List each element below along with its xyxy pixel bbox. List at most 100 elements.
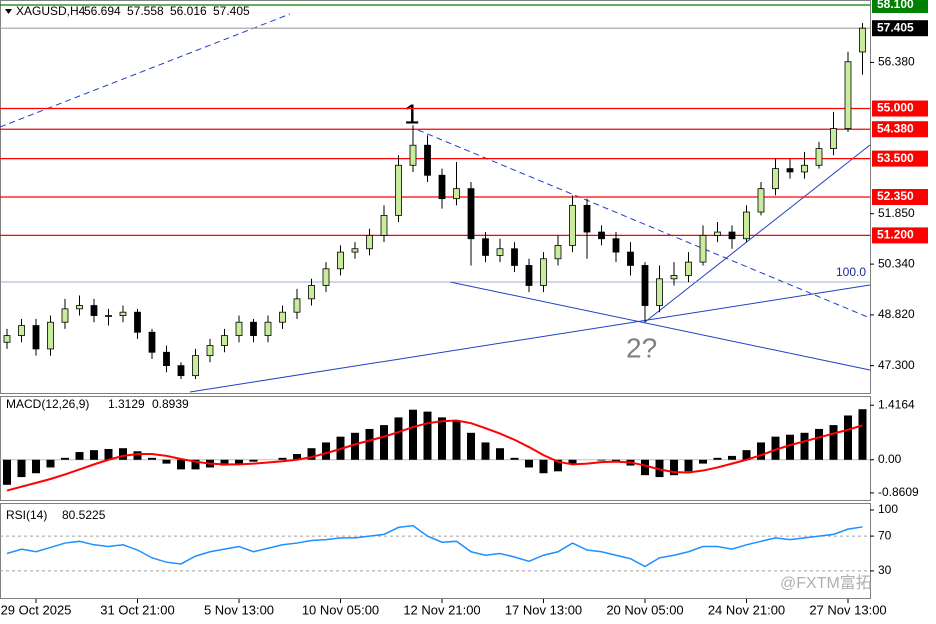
macd-bar xyxy=(597,459,606,461)
candle-body xyxy=(743,211,750,240)
y-tick-label: 47.300 xyxy=(878,358,915,372)
macd-bar xyxy=(119,448,127,460)
level-label: 53.500 xyxy=(877,151,914,165)
y-tick-label: 0.00 xyxy=(878,452,902,466)
y-tick-label: 1.4164 xyxy=(878,397,915,411)
x-tick-label: 17 Nov 13:00 xyxy=(505,602,582,617)
trend-line xyxy=(449,281,871,371)
candle-body xyxy=(728,231,736,240)
candle-body xyxy=(90,305,98,316)
macd-bar xyxy=(380,425,388,460)
trend-line xyxy=(644,144,871,323)
candle-body xyxy=(714,231,721,236)
macd-bar xyxy=(786,434,794,460)
macd-bar xyxy=(771,436,780,460)
header-high: 57.558 xyxy=(127,4,164,18)
macd-bar xyxy=(235,459,243,464)
macd-bar xyxy=(351,432,359,460)
level-label: 55.000 xyxy=(877,101,914,115)
candle-body xyxy=(76,305,83,310)
macd-bar xyxy=(670,459,678,476)
candle-body xyxy=(757,188,765,213)
candle-body xyxy=(772,168,779,190)
macd-bar xyxy=(133,451,142,460)
header-open: 56.694 xyxy=(84,4,121,18)
candle-body xyxy=(525,265,533,286)
macd-bar xyxy=(510,457,519,460)
level-label-box xyxy=(872,121,928,138)
y-tick-label: 70 xyxy=(878,528,892,542)
level-label-box xyxy=(872,188,928,205)
candle-body xyxy=(279,311,286,323)
macd-bar xyxy=(278,457,287,460)
menu-arrow[interactable] xyxy=(5,9,12,14)
macd-bar xyxy=(713,457,722,460)
candle-body xyxy=(308,285,315,300)
macd-bar xyxy=(452,421,461,460)
y-tick-label: 51.850 xyxy=(878,206,915,220)
candle-body xyxy=(859,27,866,53)
signal-value: 0.8939 xyxy=(152,397,189,411)
y-tick-label: 56.380 xyxy=(878,55,915,69)
macd-bar xyxy=(539,459,548,474)
macd-bar xyxy=(162,459,171,464)
macd-bar xyxy=(467,432,475,460)
watermark: @FXTM富拓 xyxy=(780,574,872,592)
macd-bar xyxy=(641,459,649,476)
macd-bar xyxy=(815,428,823,460)
candle-body xyxy=(61,308,69,323)
macd-bar xyxy=(496,448,504,460)
candle-body xyxy=(32,325,40,350)
header-close: 57.405 xyxy=(213,4,250,18)
rsi-panel xyxy=(0,503,871,599)
macd-bar xyxy=(191,459,200,470)
level-label: 52.350 xyxy=(877,189,914,203)
x-tick-label: 20 Nov 05:00 xyxy=(606,602,683,617)
candle-body xyxy=(540,258,547,286)
candle-body xyxy=(815,148,823,166)
macd-bar xyxy=(32,459,40,474)
candle-body xyxy=(322,268,330,286)
macd-bar xyxy=(844,415,852,460)
candle-body xyxy=(192,355,199,377)
macd-bar xyxy=(568,459,577,464)
macd-bar xyxy=(46,459,55,468)
candle-body xyxy=(511,248,518,266)
candle-body xyxy=(438,174,446,200)
macd-bar xyxy=(293,453,301,460)
macd-bar xyxy=(728,455,736,460)
x-tick-label: 10 Nov 05:00 xyxy=(302,602,379,617)
wave-label: 1 xyxy=(404,98,420,129)
candle-body xyxy=(641,265,649,306)
candle-body xyxy=(18,325,25,336)
macd-bar xyxy=(742,450,751,460)
candle-body xyxy=(3,335,11,343)
macd-bar xyxy=(104,448,113,460)
candle-body xyxy=(337,251,344,270)
candle-body xyxy=(699,234,707,263)
macd-bar xyxy=(684,459,693,472)
candle-body xyxy=(598,231,605,240)
level-label-box xyxy=(872,20,928,37)
candle-body xyxy=(786,168,794,173)
macd-bar xyxy=(177,459,185,470)
trend-line xyxy=(189,284,871,393)
candle-body xyxy=(612,238,620,253)
candle-body xyxy=(105,315,112,317)
macd-title: MACD(12,26,9) xyxy=(6,397,89,411)
fib-label: 100.0 xyxy=(836,265,866,279)
candle-body xyxy=(583,204,591,233)
macd-bar xyxy=(322,442,330,460)
candle-body xyxy=(467,188,475,240)
candle-body xyxy=(119,311,127,316)
macd-bar xyxy=(3,459,11,485)
candle-body xyxy=(627,251,634,266)
candle-body xyxy=(206,345,214,357)
y-tick-label: 50.340 xyxy=(878,256,915,270)
macd-bar xyxy=(75,452,84,460)
candle-body xyxy=(656,278,663,306)
level-label-box xyxy=(872,100,928,117)
x-tick-label: 31 Oct 21:00 xyxy=(100,602,174,617)
